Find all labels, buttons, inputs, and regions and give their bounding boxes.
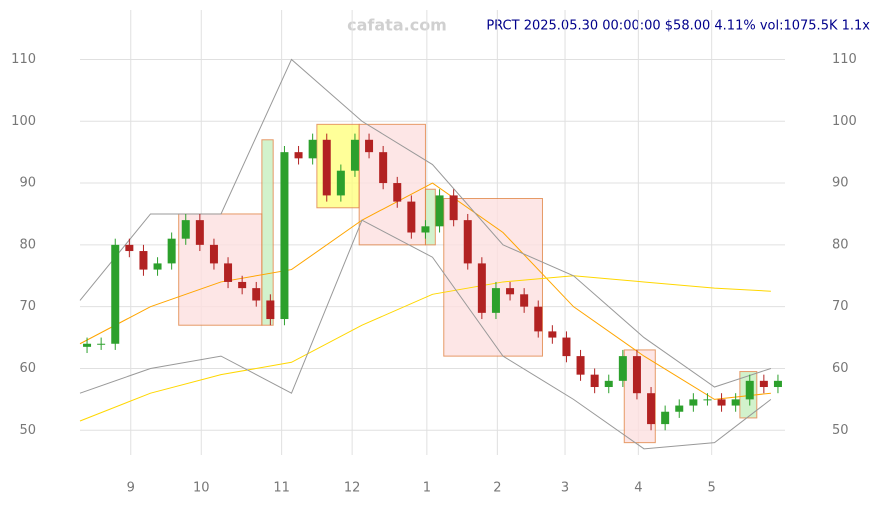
candle-body bbox=[252, 288, 261, 301]
x-tick-label: 11 bbox=[273, 481, 290, 496]
candle-body bbox=[520, 294, 529, 307]
candle-body bbox=[745, 380, 754, 400]
y-tick-label: 50 bbox=[19, 423, 36, 438]
y-tick-label: 80 bbox=[19, 237, 36, 252]
x-tick-label: 1 bbox=[423, 481, 431, 496]
candle-body bbox=[83, 343, 92, 347]
candle-body bbox=[153, 263, 162, 270]
y-tick-label-right: 80 bbox=[832, 237, 849, 252]
candle-body bbox=[604, 380, 613, 388]
watermark: cafata.com bbox=[347, 16, 447, 35]
moving-line bbox=[79, 182, 771, 400]
x-tick-label: 9 bbox=[127, 481, 135, 496]
candle-body bbox=[576, 356, 585, 375]
candle-body bbox=[266, 300, 275, 320]
candle-body bbox=[308, 139, 317, 159]
candle-body bbox=[618, 356, 627, 381]
candle-body bbox=[224, 263, 233, 282]
zone bbox=[443, 198, 543, 357]
candle-body bbox=[675, 405, 684, 412]
y-tick-label-right: 60 bbox=[832, 361, 849, 376]
y-tick-label: 90 bbox=[19, 176, 36, 191]
candle-body bbox=[717, 399, 726, 406]
candle-body bbox=[294, 152, 303, 159]
candle-body bbox=[393, 183, 402, 202]
candle-body bbox=[209, 244, 218, 264]
candle-body bbox=[181, 220, 190, 239]
moving-line bbox=[79, 275, 771, 422]
y-tick-label-right: 110 bbox=[832, 52, 857, 67]
candle-body bbox=[562, 337, 571, 357]
candle-body bbox=[759, 380, 768, 388]
y-tick-label-right: 90 bbox=[832, 176, 849, 191]
chart-title: PRCT 2025.05.30 00:00:00 $58.00 4.11% vo… bbox=[486, 19, 870, 34]
zone bbox=[178, 213, 263, 326]
x-tick-label: 3 bbox=[561, 481, 569, 496]
candle-body bbox=[773, 380, 782, 388]
zone bbox=[261, 139, 274, 326]
candle-body bbox=[379, 152, 388, 184]
candle-body bbox=[167, 238, 176, 264]
zone bbox=[424, 188, 436, 246]
candle-body bbox=[280, 152, 289, 320]
x-tick-label: 2 bbox=[493, 481, 501, 496]
moving-line bbox=[79, 58, 772, 388]
candle-body bbox=[632, 356, 641, 394]
candle-body bbox=[435, 195, 444, 227]
candle-body bbox=[97, 343, 106, 345]
y-tick-label: 70 bbox=[19, 299, 36, 314]
candle-body bbox=[477, 263, 486, 313]
candle-body bbox=[111, 244, 120, 344]
candle-body bbox=[590, 374, 599, 388]
candle-body bbox=[195, 220, 204, 245]
candle-body bbox=[125, 244, 134, 252]
candle-body bbox=[407, 201, 416, 233]
moving-line bbox=[79, 219, 772, 450]
y-tick-label: 60 bbox=[19, 361, 36, 376]
candle-body bbox=[689, 399, 698, 406]
candle-body bbox=[421, 226, 430, 233]
y-tick-label-right: 50 bbox=[832, 423, 849, 438]
candle-body bbox=[491, 288, 500, 313]
candle-body bbox=[139, 251, 148, 270]
candle-body bbox=[463, 220, 472, 264]
candle-body bbox=[506, 288, 515, 295]
y-tick-label: 110 bbox=[11, 52, 36, 67]
candle-body bbox=[322, 139, 331, 196]
candle-body bbox=[336, 170, 345, 196]
x-tick-label: 4 bbox=[634, 481, 642, 496]
candle-body bbox=[703, 399, 712, 401]
candle-body bbox=[350, 139, 359, 171]
candle-body bbox=[647, 393, 656, 425]
candle-body bbox=[365, 139, 374, 153]
candle-body bbox=[661, 411, 670, 425]
candle-body bbox=[238, 281, 247, 289]
y-tick-label: 100 bbox=[11, 114, 36, 129]
x-tick-label: 10 bbox=[193, 481, 210, 496]
y-tick-label-right: 70 bbox=[832, 299, 849, 314]
candle-body bbox=[731, 399, 740, 406]
y-tick-label-right: 100 bbox=[832, 114, 857, 129]
x-tick-label: 5 bbox=[708, 481, 716, 496]
candle-body bbox=[534, 306, 543, 332]
x-tick-label: 12 bbox=[344, 481, 361, 496]
candle-body bbox=[449, 195, 458, 221]
candle-body bbox=[548, 331, 557, 338]
